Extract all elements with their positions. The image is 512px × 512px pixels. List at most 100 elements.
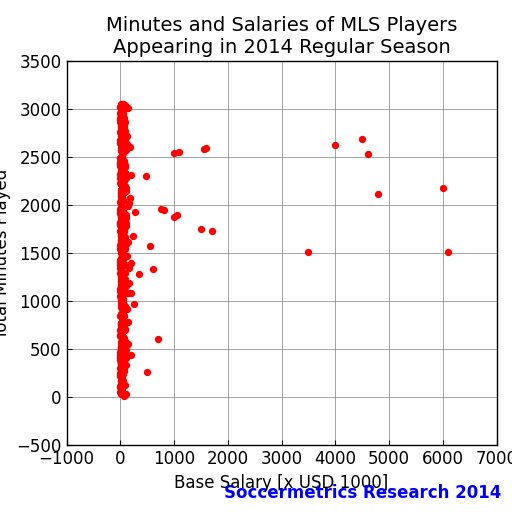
Point xyxy=(116,354,124,362)
Point xyxy=(117,358,125,367)
Point xyxy=(116,351,124,359)
Point xyxy=(122,211,130,219)
Point xyxy=(117,276,125,284)
Point xyxy=(121,337,129,345)
Point xyxy=(119,212,127,220)
Point xyxy=(118,247,126,255)
Point xyxy=(116,285,124,293)
Point xyxy=(118,212,126,220)
Point xyxy=(116,114,124,122)
Point xyxy=(117,355,125,364)
Point xyxy=(117,343,125,351)
Point xyxy=(117,223,125,231)
Point xyxy=(118,305,126,313)
Point xyxy=(116,219,124,227)
Point xyxy=(119,119,127,127)
Point xyxy=(117,239,125,247)
Point xyxy=(117,175,125,183)
Point xyxy=(117,321,125,329)
Point xyxy=(118,198,126,206)
Point xyxy=(117,285,125,293)
Point xyxy=(118,339,126,347)
Point xyxy=(117,282,125,290)
Point xyxy=(117,175,125,183)
Point xyxy=(119,174,127,182)
Point xyxy=(119,238,127,246)
Point xyxy=(116,348,124,356)
Point xyxy=(117,240,125,248)
Point xyxy=(117,345,125,353)
Point xyxy=(117,203,125,211)
Point xyxy=(117,228,125,237)
Point xyxy=(119,115,127,123)
Point xyxy=(119,145,127,153)
Point xyxy=(118,281,126,289)
Point xyxy=(120,132,128,140)
Point xyxy=(118,367,126,375)
Point xyxy=(117,352,125,360)
Point xyxy=(118,271,126,279)
Point xyxy=(123,238,131,246)
Point xyxy=(120,302,129,310)
Point xyxy=(117,292,125,300)
Point xyxy=(118,193,126,201)
Point xyxy=(117,180,125,188)
Point xyxy=(124,104,132,112)
Point xyxy=(119,116,127,124)
Point xyxy=(120,142,128,150)
Point xyxy=(122,214,131,222)
Point xyxy=(117,246,125,254)
Point xyxy=(116,162,124,170)
Point xyxy=(119,370,127,378)
Point xyxy=(117,318,125,327)
Point xyxy=(118,283,126,291)
Point xyxy=(120,342,129,350)
Point xyxy=(116,291,124,299)
Point xyxy=(119,268,127,276)
Point xyxy=(117,331,125,339)
Point xyxy=(119,196,127,204)
Point xyxy=(117,358,125,367)
Point xyxy=(120,161,128,169)
Point xyxy=(118,224,126,232)
Point xyxy=(116,221,124,229)
Point xyxy=(118,230,126,238)
Point xyxy=(117,160,125,168)
Point xyxy=(118,350,126,358)
Point xyxy=(120,120,128,129)
Point xyxy=(119,207,127,215)
Point xyxy=(119,244,127,252)
Point xyxy=(119,144,127,152)
Point xyxy=(119,99,127,108)
Point xyxy=(117,330,125,338)
Point xyxy=(116,154,124,162)
Point xyxy=(120,237,128,245)
Point xyxy=(116,291,124,300)
Point xyxy=(117,294,125,303)
Point xyxy=(117,110,125,118)
Point xyxy=(124,339,132,348)
Point xyxy=(120,226,128,234)
Point xyxy=(121,161,129,169)
Point xyxy=(116,159,124,167)
Point xyxy=(120,392,128,400)
Point xyxy=(117,245,125,253)
Point xyxy=(120,215,128,223)
Point xyxy=(124,238,132,246)
Point xyxy=(117,292,125,300)
Point xyxy=(117,208,125,217)
Point xyxy=(120,123,128,131)
Point xyxy=(121,118,130,126)
Point xyxy=(119,368,127,376)
Point xyxy=(118,261,126,269)
Point xyxy=(119,211,127,219)
Point xyxy=(116,154,124,162)
Point xyxy=(120,159,128,167)
Point xyxy=(148,265,157,273)
Point xyxy=(116,343,124,351)
Point xyxy=(116,264,124,272)
Point xyxy=(117,166,125,175)
Point xyxy=(122,346,130,354)
Point xyxy=(119,260,127,268)
Point xyxy=(116,185,124,194)
